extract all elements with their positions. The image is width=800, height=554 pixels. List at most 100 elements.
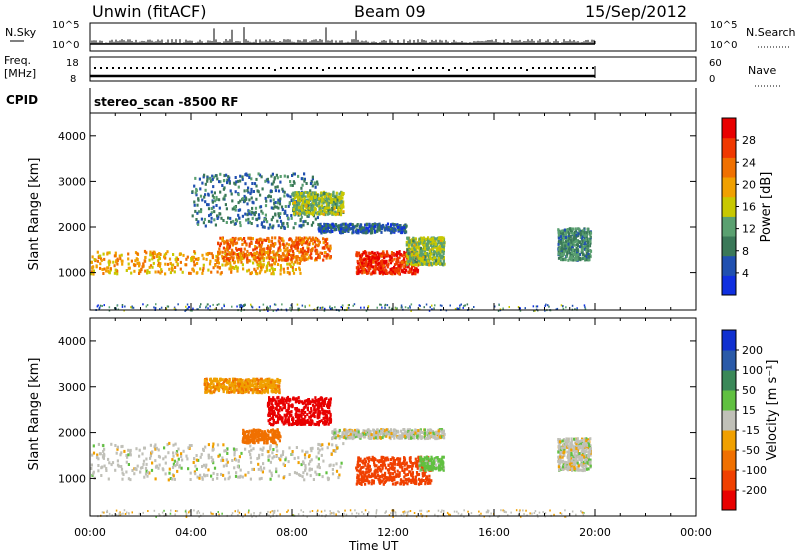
scatter-cell [324, 239, 327, 243]
scatter-cell [422, 260, 425, 264]
scatter-cell [333, 449, 337, 452]
scatter-cell [317, 243, 320, 247]
scatter-cell [435, 262, 438, 266]
scatter-cell [189, 478, 192, 481]
scatter-cell [400, 260, 404, 264]
scatter-cell [217, 454, 220, 458]
scatter-cell [300, 198, 303, 202]
scatter-cell [263, 247, 266, 251]
scatter-cell [247, 387, 251, 391]
scatter-cell [149, 253, 152, 257]
scatter-cell [267, 237, 270, 241]
scatter-cell [125, 269, 128, 272]
nave-dot [430, 67, 432, 69]
scatter-cell [135, 447, 138, 451]
scatter-cell [422, 247, 425, 251]
scatter-cell [175, 451, 178, 455]
scatter-cell [381, 265, 384, 269]
clutter-cell [425, 303, 428, 306]
scatter-cell [283, 225, 286, 229]
scatter-cell [267, 458, 270, 462]
scatter-cell [301, 201, 305, 205]
scatter-cell [251, 211, 254, 215]
scatter-cell [242, 254, 245, 257]
scatter-cell [589, 239, 592, 243]
scatter-cell [418, 237, 421, 241]
scatter-cell [247, 268, 251, 272]
scatter-cell [123, 449, 126, 453]
scatter-cell [432, 240, 435, 244]
scatter-cell [222, 179, 226, 183]
clutter-cell [207, 307, 209, 310]
scatter-cell [360, 230, 364, 234]
scatter-cell [149, 250, 152, 254]
clutter-cell [395, 307, 397, 310]
scatter-cell [236, 266, 239, 270]
scatter-cell [376, 258, 379, 262]
scatter-cell [218, 252, 221, 256]
scatter-cell [362, 226, 365, 230]
scatter-cell [173, 477, 176, 481]
scatter-cell [576, 234, 579, 238]
scatter-cell [291, 269, 295, 272]
scatter-cell [336, 209, 340, 212]
scatter-cell [358, 226, 361, 230]
scatter-cell [385, 250, 389, 254]
scatter-cell [572, 237, 575, 241]
scatter-cell [175, 260, 178, 264]
scatter-cell [425, 262, 428, 266]
scatter-cell [390, 223, 393, 227]
scatter-cell [215, 385, 218, 388]
scatter-cell [201, 181, 204, 185]
scatter-cell [392, 227, 395, 231]
scatter-cell [230, 220, 233, 224]
scatter-cell [442, 245, 445, 249]
scatter-cell [384, 227, 387, 231]
scatter-cell [339, 201, 342, 205]
scatter-cell [320, 251, 324, 255]
clutter-cell [205, 305, 208, 308]
scatter-cell [219, 190, 222, 194]
scatter-cell [257, 379, 260, 382]
scatter-cell [565, 254, 568, 258]
scatter-cell [568, 247, 571, 250]
scatter-cell [368, 251, 371, 255]
scatter-cell [286, 175, 289, 179]
scatter-cell [279, 272, 282, 276]
scatter-cell [228, 180, 231, 184]
scatter-cell [279, 175, 282, 178]
scatter-cell [235, 384, 238, 388]
scatter-cell [245, 252, 248, 256]
scatter-cell [441, 250, 444, 254]
scatter-cell [270, 174, 273, 178]
scatter-cell [383, 260, 386, 264]
scatter-cell [410, 267, 413, 271]
scatter-cell [249, 453, 252, 456]
scatter-cell [222, 443, 225, 447]
scatter-cell [386, 222, 390, 226]
clutter-cell [250, 303, 252, 306]
scatter-cell [257, 456, 261, 460]
scatter-cell [393, 271, 397, 275]
scatter-cell [241, 387, 244, 391]
scatter-cell [381, 267, 384, 271]
scatter-cell [272, 383, 275, 386]
scatter-cell [174, 464, 177, 468]
scatter-cell [99, 262, 102, 266]
scatter-cell [272, 381, 275, 384]
scatter-cell [431, 241, 434, 245]
scatter-cell [232, 242, 235, 246]
scatter-cell [576, 249, 579, 252]
scatter-cell [231, 207, 234, 211]
scatter-cell [204, 445, 207, 449]
scatter-cell [276, 176, 279, 180]
scatter-cell [304, 403, 308, 407]
scatter-cell [253, 267, 256, 271]
scatter-cell [557, 250, 560, 254]
nave-dot [94, 67, 96, 69]
scatter-cell [275, 173, 278, 177]
scatter-cell [255, 250, 259, 254]
scatter-cell [387, 262, 390, 266]
scatter-cell [219, 172, 222, 176]
colorbar-swatch [722, 157, 736, 178]
